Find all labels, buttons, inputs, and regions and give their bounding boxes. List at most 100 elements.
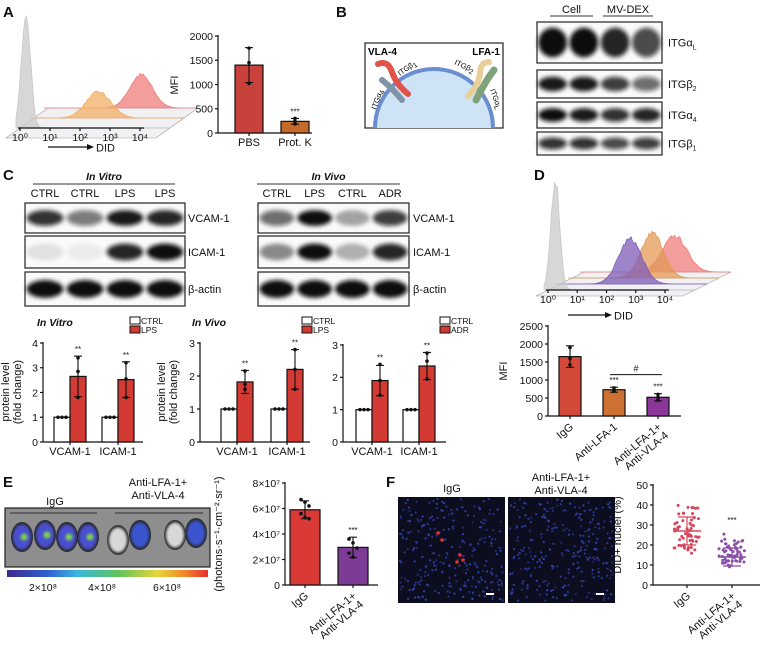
y-tick-label: 0 bbox=[189, 437, 195, 449]
nucleus bbox=[480, 520, 483, 523]
image-title-line: Anti-VLA-4 bbox=[534, 485, 587, 497]
nucleus bbox=[526, 587, 529, 590]
nucleus bbox=[606, 541, 609, 545]
fluorescence-image bbox=[508, 497, 615, 603]
y-tick-label: 2000 bbox=[520, 339, 544, 351]
y-tick-label: 4×10⁷ bbox=[253, 529, 281, 541]
data-point bbox=[299, 497, 303, 502]
blot-label: VCAM-1 bbox=[188, 213, 230, 225]
nucleus bbox=[597, 558, 600, 562]
nucleus bbox=[422, 590, 426, 593]
nucleus bbox=[569, 502, 572, 505]
data-point bbox=[351, 541, 355, 545]
nucleus bbox=[561, 586, 564, 589]
nucleus bbox=[465, 564, 468, 567]
y-tick-label: 10 bbox=[636, 560, 648, 572]
data-point bbox=[717, 547, 721, 551]
blot-band bbox=[146, 243, 184, 261]
blot-band bbox=[26, 210, 64, 226]
histogram-tick-label: 10¹ bbox=[42, 132, 58, 144]
nucleus bbox=[476, 580, 479, 583]
nucleus bbox=[591, 518, 594, 521]
nucleus bbox=[523, 501, 526, 505]
x-tick-label: PBS bbox=[238, 137, 260, 149]
data-point bbox=[231, 407, 235, 411]
nucleus bbox=[470, 585, 473, 588]
histogram-curve-2 bbox=[568, 230, 719, 279]
y-axis-label: MFI bbox=[498, 362, 510, 381]
nucleus bbox=[564, 577, 567, 580]
nucleus bbox=[501, 599, 505, 602]
nucleus bbox=[556, 565, 559, 568]
nucleus bbox=[418, 583, 421, 586]
y-tick-label: 2500 bbox=[520, 321, 544, 333]
chart-title: In Vitro bbox=[37, 317, 73, 329]
nucleus bbox=[491, 573, 494, 576]
nucleus bbox=[541, 556, 544, 559]
nucleus bbox=[498, 578, 501, 582]
nucleus bbox=[583, 552, 587, 555]
itgb2-subunit bbox=[465, 59, 492, 99]
nucleus bbox=[482, 500, 485, 503]
nucleus bbox=[524, 553, 528, 556]
nucleus bbox=[483, 595, 486, 598]
nucleus bbox=[431, 535, 434, 538]
x-tick-label-line: IgG bbox=[290, 590, 311, 611]
data-point bbox=[355, 546, 359, 550]
nucleus bbox=[428, 559, 432, 562]
nucleus bbox=[488, 512, 491, 515]
nucleus bbox=[464, 510, 467, 513]
blot-band bbox=[259, 280, 295, 298]
nucleus bbox=[432, 551, 435, 555]
data-point bbox=[736, 540, 740, 544]
nucleus bbox=[560, 499, 563, 503]
colorbar-tick-label: 4×10⁸ bbox=[88, 582, 116, 594]
nucleus bbox=[518, 551, 521, 555]
nucleus bbox=[498, 588, 501, 591]
nucleus bbox=[462, 554, 465, 558]
x-tick-label: IgG bbox=[290, 590, 311, 611]
nucleus bbox=[468, 590, 471, 594]
nucleus bbox=[438, 554, 441, 557]
nucleus bbox=[529, 550, 532, 553]
nucleus bbox=[500, 582, 503, 585]
nucleus bbox=[585, 544, 589, 547]
data-point bbox=[689, 546, 693, 550]
data-point bbox=[723, 550, 727, 554]
nucleus bbox=[520, 588, 524, 591]
nucleus bbox=[611, 530, 614, 533]
nucleus bbox=[433, 564, 436, 567]
nucleus bbox=[509, 590, 512, 594]
nucleus bbox=[491, 595, 494, 598]
nucleus bbox=[567, 584, 570, 587]
blot-band bbox=[335, 210, 370, 226]
nucleus bbox=[433, 527, 436, 530]
data-point bbox=[378, 362, 382, 367]
nucleus bbox=[417, 520, 420, 523]
histogram-plane bbox=[19, 117, 185, 129]
bar-value bbox=[337, 546, 369, 586]
data-point bbox=[723, 537, 727, 541]
nucleus bbox=[572, 562, 575, 565]
nucleus bbox=[511, 572, 514, 575]
nucleus bbox=[570, 599, 573, 602]
legend-swatch bbox=[129, 325, 141, 334]
nucleus bbox=[584, 548, 587, 551]
organ-signal bbox=[109, 527, 127, 553]
y-tick-label: 1500 bbox=[190, 55, 214, 67]
x-tick-label: ICAM-1 bbox=[268, 446, 305, 458]
data-point bbox=[722, 532, 726, 536]
vla4-label: VLA-4 bbox=[368, 47, 397, 58]
data-point bbox=[693, 548, 697, 552]
nucleus bbox=[518, 516, 521, 519]
nucleus bbox=[511, 591, 515, 594]
nucleus bbox=[552, 542, 555, 545]
nucleus bbox=[525, 596, 528, 599]
nucleus bbox=[587, 535, 590, 538]
blot-label: ICAM-1 bbox=[188, 247, 225, 259]
y-tick-label: 50 bbox=[636, 480, 648, 492]
nucleus bbox=[585, 556, 588, 559]
legend-swatch bbox=[439, 325, 451, 334]
nucleus bbox=[517, 557, 521, 560]
